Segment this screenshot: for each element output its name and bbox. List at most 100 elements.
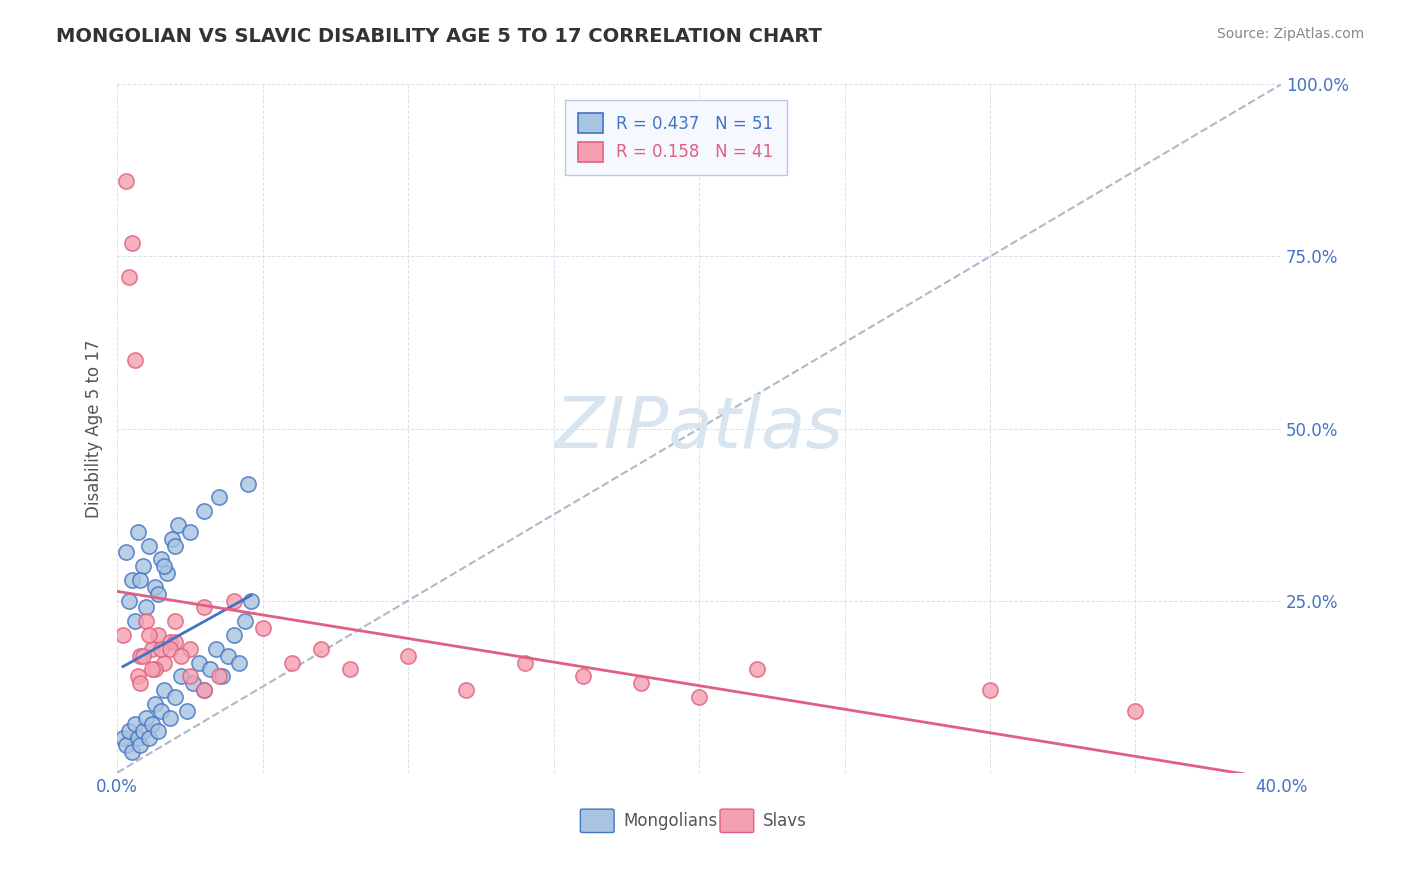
Point: [127, 731, 149, 746]
Point: [132, 559, 155, 574]
Point: [129, 738, 152, 752]
Point: [149, 704, 172, 718]
Point: [135, 710, 157, 724]
FancyBboxPatch shape: [720, 809, 754, 832]
Point: [118, 593, 141, 607]
Point: [513, 656, 536, 670]
Point: [162, 532, 184, 546]
FancyBboxPatch shape: [581, 809, 614, 832]
Point: [115, 738, 138, 752]
Point: [121, 235, 143, 250]
Point: [228, 656, 250, 670]
Point: [233, 614, 256, 628]
Point: [118, 724, 141, 739]
Point: [165, 635, 187, 649]
Point: [240, 593, 263, 607]
Point: [149, 552, 172, 566]
Point: [124, 614, 146, 628]
Point: [236, 476, 259, 491]
Point: [187, 656, 209, 670]
Point: [152, 656, 174, 670]
Point: [127, 524, 149, 539]
Point: [135, 614, 157, 628]
Point: [152, 683, 174, 698]
Point: [170, 648, 193, 663]
Point: [181, 676, 204, 690]
Point: [118, 270, 141, 285]
Text: Mongolians: Mongolians: [623, 812, 717, 830]
Text: MONGOLIAN VS SLAVIC DISABILITY AGE 5 TO 17 CORRELATION CHART: MONGOLIAN VS SLAVIC DISABILITY AGE 5 TO …: [56, 27, 823, 45]
Point: [217, 648, 239, 663]
Point: [1125, 704, 1147, 718]
Point: [571, 669, 593, 683]
Point: [143, 662, 166, 676]
Point: [152, 559, 174, 574]
Point: [165, 690, 187, 704]
Point: [208, 669, 231, 683]
Point: [138, 539, 160, 553]
Point: [149, 641, 172, 656]
Point: [132, 724, 155, 739]
Point: [165, 539, 187, 553]
Point: [167, 517, 190, 532]
Point: [170, 669, 193, 683]
Point: [141, 641, 163, 656]
Legend: R = 0.437   N = 51, R = 0.158   N = 41: R = 0.437 N = 51, R = 0.158 N = 41: [565, 100, 787, 176]
Point: [127, 669, 149, 683]
Point: [456, 683, 478, 698]
Point: [121, 745, 143, 759]
Point: [193, 683, 215, 698]
Point: [146, 724, 169, 739]
Point: [205, 641, 228, 656]
Point: [200, 662, 222, 676]
Point: [211, 669, 233, 683]
Point: [281, 656, 304, 670]
Point: [979, 683, 1001, 698]
Point: [141, 662, 163, 676]
Point: [146, 628, 169, 642]
Point: [159, 641, 181, 656]
Point: [193, 504, 215, 518]
Y-axis label: Disability Age 5 to 17: Disability Age 5 to 17: [86, 339, 103, 517]
Point: [193, 683, 215, 698]
Point: [115, 174, 138, 188]
Point: [111, 731, 134, 746]
Point: [309, 641, 332, 656]
Point: [121, 573, 143, 587]
Point: [159, 635, 181, 649]
Point: [179, 669, 201, 683]
Point: [132, 648, 155, 663]
Point: [115, 545, 138, 559]
Point: [179, 641, 201, 656]
Point: [138, 628, 160, 642]
Point: [124, 717, 146, 731]
Point: [179, 524, 201, 539]
Point: [222, 593, 245, 607]
Point: [143, 697, 166, 711]
Point: [165, 614, 187, 628]
Point: [143, 580, 166, 594]
Point: [111, 628, 134, 642]
Text: ZIPatlas: ZIPatlas: [554, 394, 844, 463]
Point: [146, 587, 169, 601]
Point: [129, 573, 152, 587]
Point: [396, 648, 419, 663]
Point: [176, 704, 198, 718]
Point: [159, 710, 181, 724]
Point: [129, 676, 152, 690]
Point: [339, 662, 361, 676]
Text: Slavs: Slavs: [763, 812, 807, 830]
Point: [124, 352, 146, 367]
Point: [252, 621, 274, 635]
Point: [138, 731, 160, 746]
Point: [156, 566, 179, 580]
Point: [193, 600, 215, 615]
Point: [135, 600, 157, 615]
Point: [141, 717, 163, 731]
Point: [208, 491, 231, 505]
Point: [630, 676, 652, 690]
Text: Source: ZipAtlas.com: Source: ZipAtlas.com: [1216, 27, 1364, 41]
Point: [222, 628, 245, 642]
Point: [747, 662, 769, 676]
Point: [129, 648, 152, 663]
